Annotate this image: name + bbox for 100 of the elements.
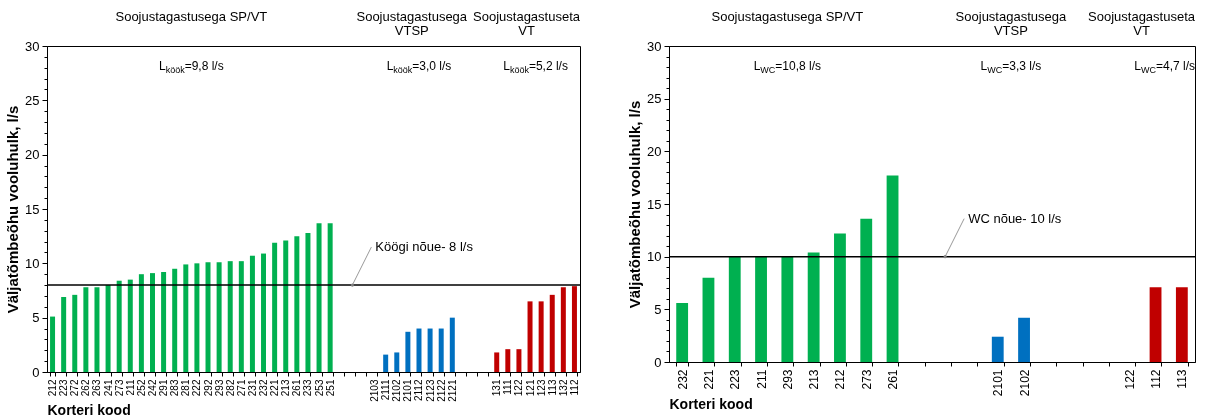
text: Soojustagastusega SP/VT	[115, 9, 268, 24]
bar	[449, 317, 455, 372]
bar	[316, 223, 322, 372]
x-tick-label: 281	[180, 379, 192, 397]
bar	[494, 352, 500, 372]
text: Soojustagastusega VTSP	[356, 9, 468, 38]
bar	[1149, 287, 1162, 362]
bar	[527, 301, 533, 372]
x-tick-label: 2102	[1017, 369, 1032, 397]
y-tick-label: 10	[647, 249, 662, 265]
x-tick-label: 273	[859, 369, 874, 390]
x-tick-label: 2112	[413, 379, 425, 402]
y-tick-label: 25	[25, 92, 40, 108]
bar	[394, 352, 400, 372]
x-tick-label: 221	[701, 369, 716, 390]
x-tick-label: 232	[675, 369, 690, 390]
bar	[538, 301, 544, 372]
x-tick-label: 233	[302, 379, 314, 397]
bar	[327, 223, 333, 372]
bar	[227, 261, 233, 372]
x-tick-label: 293	[780, 369, 795, 390]
x-tick-label: 132	[557, 379, 569, 397]
ref-line-label: WC nõue- 10 l/s	[968, 210, 1062, 226]
bar	[61, 297, 67, 372]
y-tick-label: 15	[25, 201, 40, 217]
x-tick-label: 211	[754, 369, 769, 389]
bar	[886, 175, 899, 362]
bar	[549, 294, 555, 372]
x-tick-label: 2123	[424, 379, 436, 402]
y-tick-label: 10	[25, 255, 40, 271]
x-tick-label: 212	[833, 369, 848, 390]
x-tick-label: 113	[546, 379, 558, 396]
bar	[283, 240, 289, 372]
bar	[807, 252, 820, 362]
x-tick-label: 251	[324, 379, 336, 397]
text: Soojustagastuseta VT	[1088, 9, 1196, 38]
x-tick-label: 122	[513, 379, 525, 397]
bar	[261, 253, 267, 372]
bar	[50, 316, 56, 372]
x-tick-label: 2102	[391, 379, 403, 402]
x-tick-label: 292	[202, 379, 214, 397]
ref-line-label: Köögi nõue- 8 l/s	[375, 239, 474, 255]
y-tick-label: 30	[25, 38, 40, 54]
y-axis-title: Väljatõmbeõhu vooluhulk, l/s	[4, 105, 22, 314]
bar	[105, 285, 111, 372]
y-tick-label: 5	[32, 310, 40, 326]
x-tick-label: 2121	[446, 379, 458, 402]
bar	[183, 264, 189, 372]
x-axis-title: Korteri kood	[669, 396, 753, 413]
bar	[272, 242, 278, 372]
y-axis-title: Väljatõmbeõhu vooluhulk, l/s	[626, 100, 644, 309]
x-tick-label: 223	[58, 379, 70, 397]
x-tick-label: 213	[807, 369, 822, 390]
bar	[194, 263, 200, 372]
bar	[702, 277, 715, 362]
bar	[305, 232, 311, 372]
bar	[383, 354, 389, 372]
bar	[83, 287, 89, 372]
x-tick-label: 242	[146, 379, 158, 397]
x-tick-label: 291	[158, 379, 170, 397]
bar	[72, 294, 78, 372]
x-tick-label: 111	[502, 379, 514, 395]
text: Soojustagastusega SP/VT	[711, 9, 864, 24]
bar	[505, 349, 511, 372]
x-tick-label: 261	[291, 379, 303, 397]
x-tick-label: 131	[491, 379, 503, 397]
bar	[728, 256, 741, 362]
bar	[216, 262, 222, 372]
bar	[205, 262, 211, 372]
x-tick-label: 272	[69, 379, 81, 397]
x-tick-label: 283	[169, 379, 181, 397]
x-tick-label: 2101	[991, 369, 1006, 397]
x-tick-label: 122	[1122, 369, 1137, 390]
bar	[560, 287, 566, 372]
x-axis-title: Korteri kood	[47, 401, 131, 418]
bar	[676, 303, 689, 362]
text: Soojustagastusega VTSP	[955, 9, 1067, 38]
bar	[161, 272, 167, 372]
x-tick-label: 113	[1175, 369, 1190, 389]
text: Soojustagastuseta VT	[473, 9, 581, 38]
bar	[127, 279, 133, 372]
x-tick-label: 273	[113, 379, 125, 397]
y-tick-label: 15	[647, 196, 662, 212]
bar	[1175, 287, 1188, 362]
x-tick-label: 293	[213, 379, 225, 397]
bar	[416, 328, 422, 372]
x-tick-label: 282	[224, 379, 236, 397]
bar	[834, 233, 846, 362]
x-tick-label: 263	[91, 379, 103, 397]
x-tick-label: 222	[191, 379, 203, 397]
x-tick-label: 231	[246, 379, 258, 397]
bar	[294, 236, 300, 372]
x-tick-label: 262	[80, 379, 92, 397]
bar	[149, 273, 155, 372]
x-tick-label: 261	[886, 369, 901, 390]
y-tick-label: 30	[647, 38, 662, 54]
x-tick-label: 123	[535, 379, 547, 397]
bar	[405, 331, 411, 372]
y-tick-label: 5	[654, 301, 662, 317]
y-tick-label: 0	[654, 354, 662, 370]
